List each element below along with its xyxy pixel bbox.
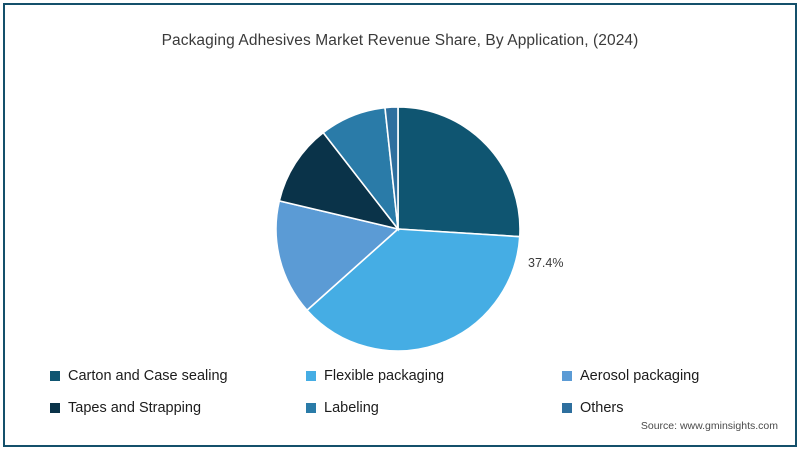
legend-item-carton-and-case-sealing[interactable]: Carton and Case sealing [50, 368, 306, 384]
pie-slice[interactable] [278, 131, 401, 231]
pie-chart [275, 106, 521, 352]
legend-item-label: Flexible packaging [324, 368, 445, 384]
legend-item-label: Tapes and Strapping [68, 400, 202, 416]
legend-swatch-icon [562, 403, 572, 413]
legend-item-label: Aerosol packaging [580, 368, 700, 384]
pie-chart-svg [275, 106, 521, 352]
legend-item-label: Labeling [324, 400, 379, 416]
chart-legend: Carton and Case sealing Flexible packagi… [50, 360, 750, 424]
legend-swatch-icon [50, 403, 60, 413]
pie-slice[interactable] [384, 106, 399, 230]
legend-item-label: Carton and Case sealing [68, 368, 228, 384]
pie-slice[interactable] [397, 106, 521, 238]
legend-row: Tapes and Strapping Labeling Others [50, 392, 750, 424]
legend-swatch-icon [562, 371, 572, 381]
legend-item-flexible-packaging[interactable]: Flexible packaging [306, 368, 562, 384]
pie-slice[interactable] [305, 228, 521, 352]
pie-slice-group [275, 106, 521, 352]
legend-item-tapes-and-strapping[interactable]: Tapes and Strapping [50, 400, 306, 416]
legend-swatch-icon [50, 371, 60, 381]
source-attribution: Source: www.gminsights.com [640, 420, 778, 432]
legend-item-label: Others [580, 400, 624, 416]
page-title: Packaging Adhesives Market Revenue Share… [161, 32, 639, 49]
legend-swatch-icon [306, 403, 316, 413]
pie-data-label-flexible-packaging: 37.4% [528, 256, 564, 270]
pie-slice[interactable] [275, 199, 400, 312]
legend-item-aerosol-packaging[interactable]: Aerosol packaging [562, 368, 750, 384]
legend-item-others[interactable]: Others [562, 400, 750, 416]
legend-swatch-icon [306, 371, 316, 381]
legend-row: Carton and Case sealing Flexible packagi… [50, 360, 750, 392]
legend-item-labeling[interactable]: Labeling [306, 400, 562, 416]
